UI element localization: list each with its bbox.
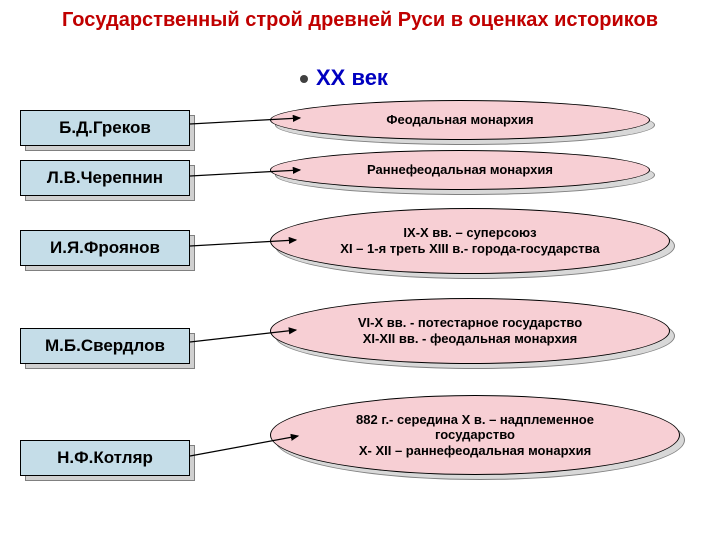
subtitle-text: XX век	[316, 65, 388, 90]
concept-line: VI-X вв. - потестарное государство	[358, 315, 582, 331]
historian-box: Н.Ф.Котляр	[20, 440, 190, 476]
concept-ellipse: Раннефеодальная монархия	[270, 150, 650, 190]
concept-line: государство	[435, 427, 515, 443]
concept-ellipse: IX-X вв. – суперсоюзXI – 1-я треть XIII …	[270, 208, 670, 274]
concept-line: X- XII – раннефеодальная монархия	[359, 443, 591, 459]
subtitle: XX век	[300, 65, 388, 91]
historian-box: М.Б.Свердлов	[20, 328, 190, 364]
historian-label: Л.В.Черепнин	[47, 168, 163, 188]
concept-ellipse: 882 г.- середина X в. – надплеменноегосу…	[270, 395, 680, 475]
page-title: Государственный строй древней Руси в оце…	[0, 0, 720, 33]
concept-line: 882 г.- середина X в. – надплеменное	[356, 412, 594, 428]
concept-line: IX-X вв. – суперсоюз	[403, 225, 536, 241]
concept-line: Раннефеодальная монархия	[367, 162, 553, 178]
concept-ellipse: Феодальная монархия	[270, 100, 650, 140]
bullet-icon	[300, 75, 308, 83]
historian-box: Л.В.Черепнин	[20, 160, 190, 196]
concept-line: XI-XII вв. - феодальная монархия	[363, 331, 578, 347]
historian-label: Н.Ф.Котляр	[57, 448, 153, 468]
historian-label: М.Б.Свердлов	[45, 336, 165, 356]
concept-line: XI – 1-я треть XIII в.- города-государст…	[340, 241, 599, 257]
historian-label: И.Я.Фроянов	[50, 238, 160, 258]
concept-line: Феодальная монархия	[386, 112, 533, 128]
historian-label: Б.Д.Греков	[59, 118, 151, 138]
historian-box: Б.Д.Греков	[20, 110, 190, 146]
historian-box: И.Я.Фроянов	[20, 230, 190, 266]
concept-ellipse: VI-X вв. - потестарное государствоXI-XII…	[270, 298, 670, 364]
